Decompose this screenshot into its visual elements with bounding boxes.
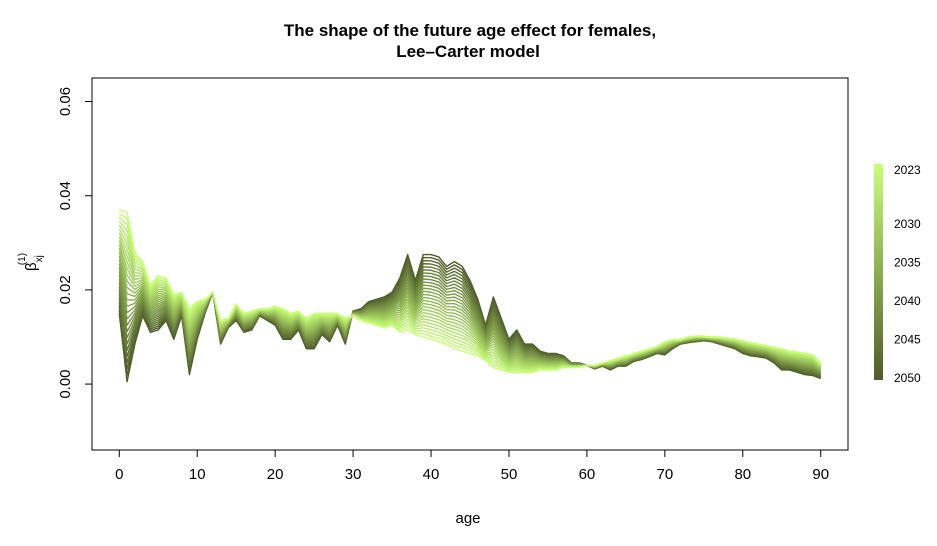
y-tick-label: 0.06 [57, 87, 74, 116]
y-axis-label-base: β [23, 262, 40, 271]
x-tick-label: 70 [657, 466, 674, 483]
series-line-2032 [118, 244, 822, 369]
x-tick-label: 0 [115, 466, 123, 483]
color-legend-labels: 2023 2030 2035 2040 2045 2050 [894, 163, 921, 385]
x-tick-label: 60 [579, 466, 596, 483]
legend-label-2030: 2030 [894, 217, 921, 231]
color-legend-bar [874, 164, 883, 380]
legend-label-2045: 2045 [894, 332, 921, 346]
x-tick-label: 50 [501, 466, 518, 483]
y-axis-label: βxj (1) [17, 253, 45, 271]
legend-label-2023: 2023 [894, 163, 921, 177]
y-tick-label: 0.04 [57, 181, 74, 210]
x-axis-label: age [455, 510, 480, 527]
y-tick-label: 0.02 [57, 275, 74, 304]
x-tick-label: 80 [734, 466, 751, 483]
x-tick-label: 20 [267, 466, 284, 483]
y-axis-label-superscript: (1) [17, 253, 28, 265]
svg-text:βxj(1): βxj (1) [17, 253, 45, 271]
x-tick-label: 90 [812, 466, 829, 483]
x-axis: 0 10 20 30 40 50 60 70 80 90 [115, 449, 829, 483]
plot-frame [91, 77, 849, 451]
y-axis: 0.00 0.02 0.04 0.06 [57, 87, 93, 399]
legend-label-2040: 2040 [894, 294, 921, 308]
x-tick-label: 30 [345, 466, 362, 483]
y-tick-label: 0.00 [57, 369, 74, 398]
series-line-2023 [119, 209, 822, 373]
y-axis-label-subscript: xj [34, 255, 45, 262]
chart-title-line-1: The shape of the future age effect for f… [284, 21, 656, 40]
x-tick-label: 40 [423, 466, 440, 483]
legend-label-2050: 2050 [894, 371, 921, 385]
series-layer [118, 209, 822, 383]
x-tick-label: 10 [189, 466, 206, 483]
chart-title-line-2: Lee–Carter model [396, 42, 540, 61]
legend-label-2035: 2035 [894, 255, 921, 269]
